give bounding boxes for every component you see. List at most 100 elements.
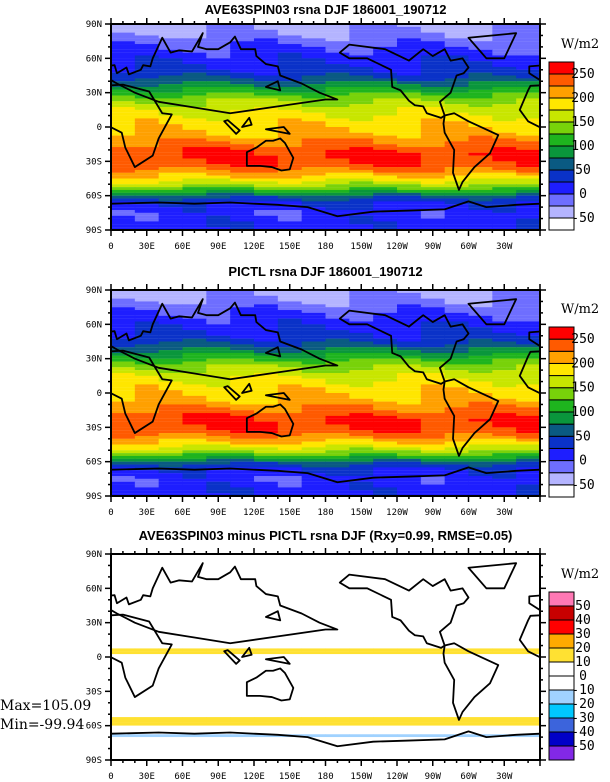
heatmap-cell [444, 722, 469, 726]
heatmap-cell [397, 127, 422, 130]
heatmap-cell [397, 645, 422, 649]
heatmap-cell [254, 292, 279, 296]
heatmap-cell [254, 207, 279, 211]
heatmap-cell [158, 556, 183, 560]
heatmap-cell [206, 739, 231, 743]
heatmap-cell [516, 207, 540, 211]
heatmap-cell [277, 705, 303, 709]
heatmap-cell [134, 645, 160, 649]
heatmap-cell [516, 298, 540, 302]
heatmap-cell [230, 378, 255, 382]
heatmap-cell [301, 464, 326, 468]
heatmap-cell [397, 118, 422, 122]
heatmap-cell [254, 370, 279, 374]
heatmap-cell [516, 636, 540, 640]
heatmap-cell [325, 559, 350, 563]
heatmap-cell [492, 708, 517, 712]
x-tick-label: 90E [210, 772, 226, 782]
heatmap-cell [206, 387, 231, 391]
heatmap-cell [325, 147, 350, 151]
heatmap-cell [301, 92, 326, 96]
heatmap-cell [206, 435, 231, 439]
heatmap-cell [349, 338, 374, 342]
heatmap-cell [182, 634, 207, 638]
heatmap-cell [206, 481, 231, 485]
heatmap-cell [420, 95, 446, 99]
heatmap-cell [420, 106, 446, 110]
heatmap-cell [111, 118, 136, 122]
heatmap-cell [492, 634, 517, 638]
heatmap-cell [134, 490, 160, 494]
heatmap-cell [111, 639, 136, 643]
heatmap-cell [206, 622, 231, 626]
heatmap-cell [444, 571, 469, 575]
heatmap-cell [325, 596, 350, 600]
heatmap-cell [325, 355, 350, 359]
heatmap-cell [420, 418, 446, 422]
heatmap-cell [420, 198, 446, 202]
heatmap-cell [444, 757, 469, 760]
heatmap-cell [349, 181, 374, 185]
heatmap-cell [325, 367, 350, 371]
heatmap-cell [134, 38, 160, 42]
heatmap-cell [468, 611, 493, 615]
heatmap-cell [444, 559, 469, 563]
heatmap-cell [158, 705, 183, 709]
heatmap-cell [134, 24, 160, 27]
heatmap-cell [516, 204, 540, 208]
heatmap-cell [182, 639, 207, 643]
heatmap-cell [277, 321, 303, 325]
heatmap-cell [158, 106, 183, 110]
heatmap-cell [397, 757, 422, 760]
heatmap-cell [182, 441, 207, 445]
heatmap-cell [349, 642, 374, 646]
heatmap-cell [325, 398, 350, 402]
heatmap-cell [158, 571, 183, 575]
heatmap-cell [516, 152, 540, 156]
x-tick-label: 120E [243, 508, 265, 518]
heatmap-cell [325, 304, 350, 308]
heatmap-cell [134, 135, 160, 139]
heatmap-cell [182, 95, 207, 99]
heatmap-cell [420, 344, 446, 348]
heatmap-cell [373, 694, 398, 698]
heatmap-cell [158, 127, 183, 130]
heatmap-cell [397, 554, 422, 557]
heatmap-cell [444, 728, 469, 732]
heatmap-cell [111, 444, 136, 448]
heatmap-cell [373, 467, 398, 471]
heatmap-cell [301, 35, 326, 39]
heatmap-cell [277, 631, 303, 635]
colorbar-box [548, 399, 575, 413]
heatmap-cell [277, 24, 303, 27]
heatmap-cell [325, 298, 350, 302]
heatmap-cell [206, 628, 231, 632]
y-tick-label: 60N [86, 320, 102, 330]
heatmap-cell [206, 585, 231, 589]
heatmap-cell [444, 602, 469, 606]
heatmap-cell [373, 625, 398, 629]
heatmap-cell [254, 410, 279, 414]
heatmap-cell [277, 404, 303, 408]
heatmap-cell [444, 89, 469, 93]
heatmap-cell [182, 418, 207, 422]
heatmap-cell [230, 335, 255, 339]
heatmap-cell [158, 582, 183, 586]
colorbar-label: -50 [571, 739, 594, 754]
heatmap-cell [182, 398, 207, 402]
heatmap-cell [111, 691, 136, 695]
heatmap-cell [325, 734, 350, 738]
heatmap-cell [111, 719, 136, 723]
heatmap-cell [111, 628, 136, 632]
colorbar-box [548, 647, 575, 663]
heatmap-cell [516, 112, 540, 116]
heatmap-cell [111, 599, 136, 603]
heatmap-cell [468, 187, 493, 191]
heatmap-cell [134, 475, 160, 479]
heatmap-cell [397, 745, 422, 749]
heatmap-cell [397, 711, 422, 715]
heatmap-cell [444, 574, 469, 578]
heatmap-cell [158, 694, 183, 698]
heatmap-cell [349, 106, 374, 110]
